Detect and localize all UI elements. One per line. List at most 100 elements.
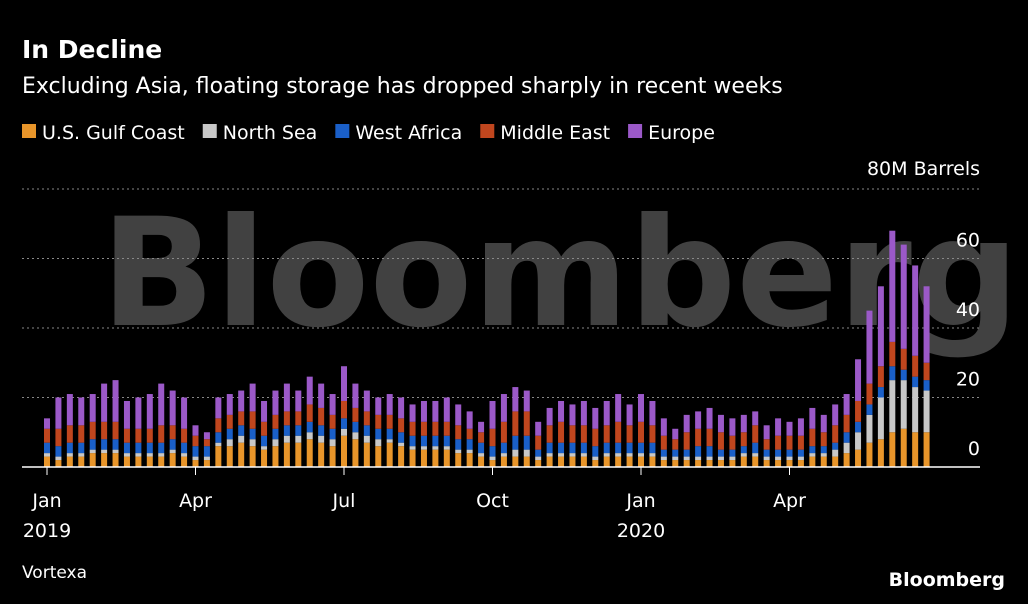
bar-segment [89,449,96,454]
x-tick-year: 2019 [23,520,71,542]
bar-segment [877,366,884,388]
bar-segment [283,411,290,426]
bar-segment [820,432,827,447]
bar-segment [192,435,199,447]
bar-segment [900,369,907,381]
bar-segment [158,442,165,454]
bar-segment [341,418,347,429]
y-tick-label: 80M Barrels [867,158,980,180]
bar-segment [626,425,633,443]
bar-segment [889,380,896,433]
bar-segment [706,428,713,447]
bar-segment [580,442,587,454]
bar-segment [877,286,884,367]
bar-segment [626,456,633,467]
bar-segment [226,446,233,467]
bar-segment [523,411,530,436]
x-tick-label: Jan [625,490,655,512]
bar-segment [535,435,542,450]
bar-segment [329,394,336,415]
bar-segment [55,446,62,457]
bar-segment [500,453,507,457]
bar-segment [272,428,279,440]
bar-segment [729,460,736,467]
bar-segment [546,456,553,467]
bar-segment [649,400,656,426]
bar-segment [158,453,165,457]
bar-segment [809,453,816,457]
bar-segment [546,425,553,443]
bar-segment [272,446,279,467]
bar-segment [912,387,919,433]
bar-segment [295,390,302,412]
bar-segment [44,442,50,454]
bar-segment [660,456,667,461]
bar-segment [752,425,759,443]
bar-segment [112,449,119,454]
bar-segment [432,446,439,450]
bar-segment [535,456,542,461]
bar-segment [683,449,690,457]
bar-segment [843,394,850,415]
bar-segment [900,348,907,370]
bar-segment [215,442,222,447]
bar-segment [238,435,245,443]
bar-segment [112,453,119,467]
bar-segment [763,425,770,440]
bar-segment [500,421,507,443]
bar-segment [695,428,702,447]
bar-segment [752,453,759,457]
bar-segment [352,407,359,422]
y-tick-label: 40 [956,299,980,321]
bar-segment [775,418,782,436]
bar-segment [306,421,313,433]
bar-segment [489,428,496,447]
logo: Bloomberg [889,569,1005,591]
bar-segment [78,456,85,467]
bar-segment [352,383,359,408]
bar-segment [55,397,62,429]
bar-segment [546,442,553,454]
bar-segment [580,400,587,426]
bar-segment [649,453,656,457]
bar-segment [729,418,736,436]
bar-segment [409,449,416,467]
bar-segment [44,418,50,429]
bar-segment [146,428,153,443]
bar-segment [318,425,325,436]
bar-segment [603,425,610,443]
bar-segment [226,428,233,440]
bar-segment [89,439,96,450]
bar-segment [78,397,85,426]
bar-segment [478,442,485,454]
bar-segment [615,456,622,467]
bar-segment [192,425,199,436]
bar-segment [820,453,827,457]
bar-segment [352,439,359,467]
legend-label: Middle East [500,122,610,144]
bar-segment [398,397,405,419]
bar-segment [363,435,370,443]
bar-segment [181,397,188,429]
legend-swatch [628,124,643,138]
bar-segment [489,400,496,429]
x-tick-label: Jul [332,490,356,512]
bar-segment [478,453,485,457]
bar-segment [797,449,804,457]
bar-segment [752,442,759,454]
bar-segment [912,432,919,467]
bar-segment [855,359,862,401]
bar-segment [558,400,565,422]
bar-segment [923,286,930,363]
bar-segment [432,449,439,467]
bar-segment [66,394,73,426]
bar-segment [181,453,188,457]
bar-segment [386,394,393,415]
bar-segment [512,449,519,457]
bar-segment [535,421,542,436]
bar-segment [158,383,165,426]
bar-segment [466,428,473,440]
bar-segment [409,404,416,422]
bar-segment [569,453,576,457]
